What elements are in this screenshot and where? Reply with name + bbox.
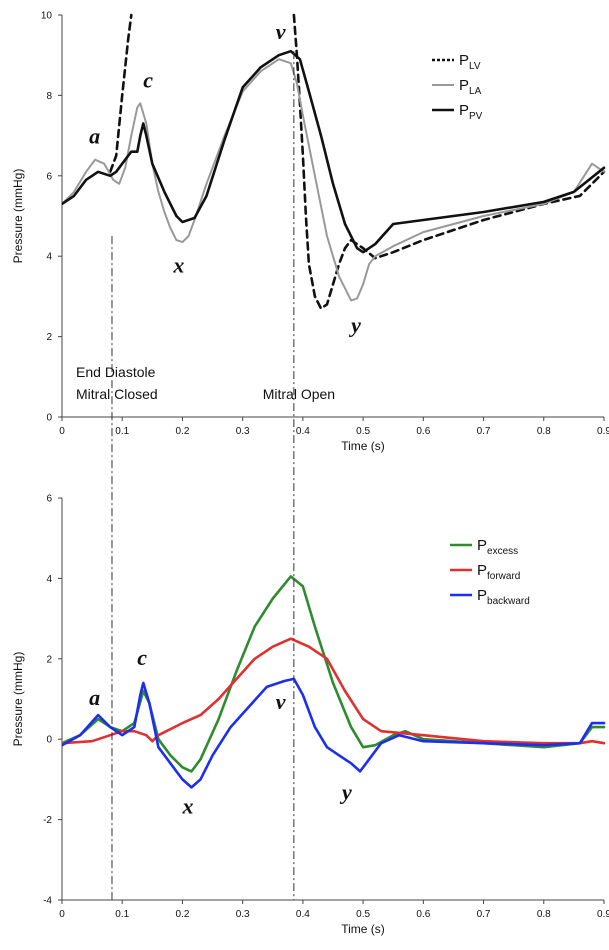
top-panel-chart: 0 0.1 0.2 0.3 0.4 0.5 0.6 0.7 0.8 0.9 0 2 4 6 8 10 Time … (11, 11, 609, 454)
wave-label-c: c (137, 645, 147, 670)
x-tick-label: 0.1 (115, 909, 129, 920)
x-tick-label: 0.9 (597, 426, 609, 437)
y-tick-label: 8 (46, 91, 52, 102)
x-tick-label: 0.5 (356, 426, 370, 437)
series-p-lv-line (292, 13, 606, 310)
y-axis-title: Pressure (mmHg) (11, 652, 25, 747)
x-tick-label: 0.8 (537, 909, 551, 920)
x-tick-label: 0.6 (416, 426, 430, 437)
x-tick-label: 0.4 (296, 426, 310, 437)
x-tick-label: 0.9 (597, 909, 609, 920)
y-tick-label: 6 (46, 171, 52, 182)
x-tick-label: 0.6 (416, 909, 430, 920)
series-p-pv-line (62, 49, 606, 254)
y-tick-label: 4 (46, 252, 52, 263)
legend-entry: Pforward (477, 562, 520, 582)
y-tick-label: -4 (43, 896, 52, 907)
y-tick-label: 4 (46, 574, 52, 585)
series-p-forward-line (62, 637, 606, 745)
wave-label-v: v (276, 689, 286, 714)
wave-label-y: y (339, 780, 352, 805)
event-marker-lines (111, 51, 295, 900)
y-tick-label: -2 (43, 815, 52, 826)
x-tick-label: 0.2 (175, 909, 189, 920)
wave-label-y: y (348, 313, 361, 338)
x-tick-label: 0.3 (236, 426, 250, 437)
x-tick-label: 0.7 (477, 426, 491, 437)
y-tick-label: 10 (41, 11, 53, 22)
annotation-text: End Diastole (76, 364, 156, 380)
x-tick-label: 0.4 (296, 909, 310, 920)
legend-entry: Pbackward (477, 587, 530, 607)
annotation-text: Mitral Open (263, 386, 335, 402)
x-axis-title: Time (s) (341, 922, 385, 936)
x-tick-label: 0.7 (477, 909, 491, 920)
x-tick-label: 0 (59, 909, 65, 920)
x-tick-label: 0 (59, 426, 65, 437)
series-p-la-line (62, 58, 605, 302)
y-tick-label: 2 (46, 654, 52, 665)
y-tick-label: 0 (46, 735, 52, 746)
x-tick-label: 0.2 (175, 426, 189, 437)
y-tick-label: 2 (46, 332, 52, 343)
series-p-lv-line (108, 13, 133, 174)
y-tick-label: 6 (46, 494, 52, 505)
y-tick-label: 0 (46, 413, 52, 424)
legend-entry: PLA (459, 77, 482, 97)
annotation-text: Mitral Closed (76, 386, 158, 402)
wave-label-x: x (172, 252, 184, 277)
x-tick-label: 0.5 (356, 909, 370, 920)
wave-label-a: a (89, 124, 100, 149)
wave-label-v: v (276, 19, 286, 44)
bottom-panel-chart: 0 0.1 0.2 0.3 0.4 0.5 0.6 0.7 0.8 0.9 -4 -2 0 2 4 6 Time… (11, 494, 609, 937)
x-tick-label: 0.3 (236, 909, 250, 920)
series-p-backward-line (62, 677, 606, 789)
x-axis-title: Time (s) (341, 439, 385, 453)
wave-label-c: c (143, 67, 153, 92)
legend-entry: Pexcess (477, 537, 518, 557)
x-tick-label: 0.8 (537, 426, 551, 437)
legend-entry: PLV (459, 52, 481, 72)
wave-label-a: a (89, 685, 100, 710)
wave-label-x: x (181, 794, 193, 819)
y-axis-title: Pressure (mmHg) (11, 169, 25, 264)
legend-entry: PPV (459, 102, 483, 122)
x-tick-label: 0.1 (115, 426, 129, 437)
